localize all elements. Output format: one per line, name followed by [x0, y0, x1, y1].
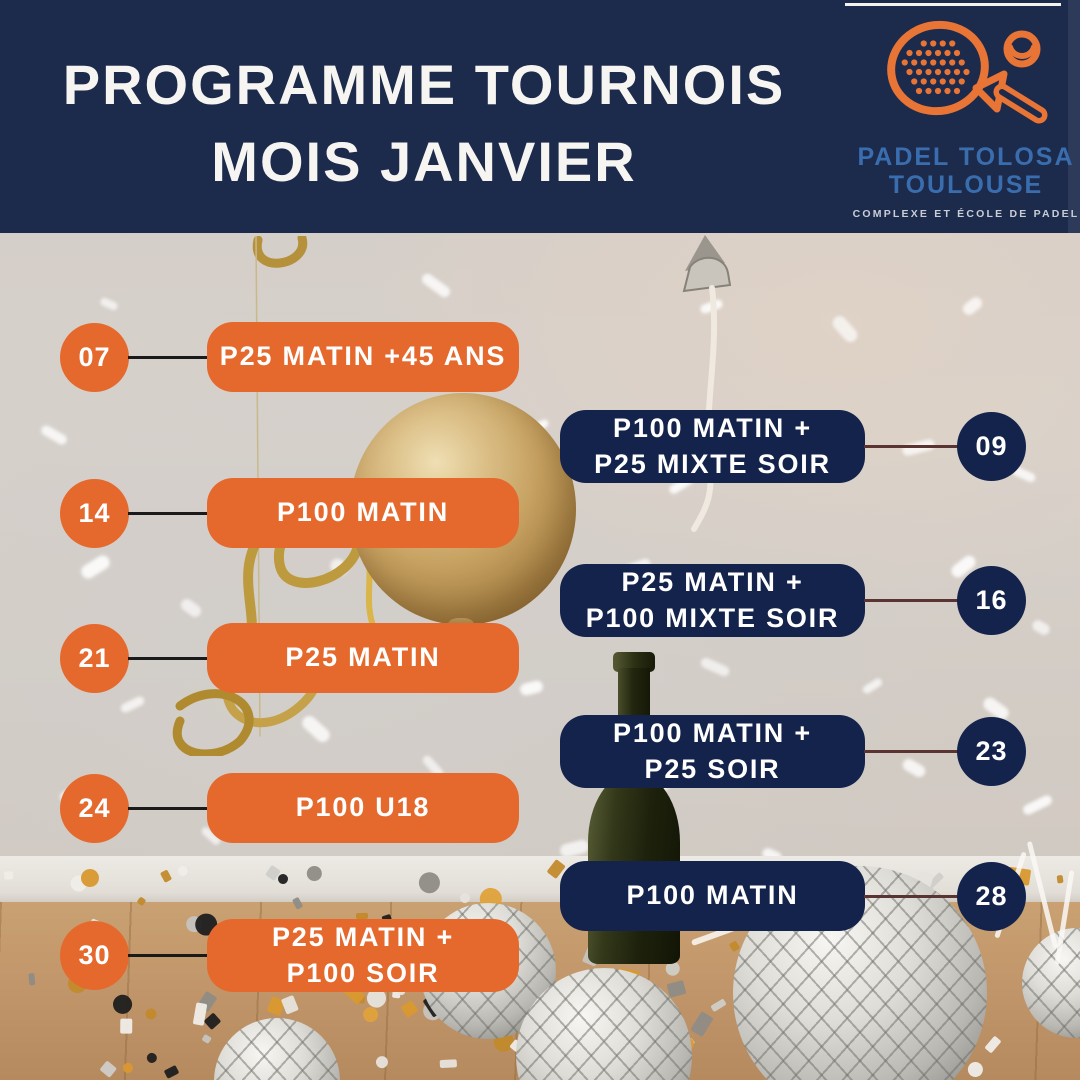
padel-racket-and-ball-icon [887, 20, 1048, 124]
connector-line [128, 954, 208, 957]
date-text: 09 [975, 431, 1008, 461]
event-pill: P100 MATIN [207, 478, 519, 548]
timeline-row-23: P100 MATIN + P25 SOIR 23 [0, 715, 1080, 788]
event-line-1: P25 MATIN [285, 642, 441, 673]
event-pill: P100 MATIN + P25 SOIR [560, 715, 865, 788]
event-pill: P100 U18 [207, 773, 519, 843]
date-badge: 24 [60, 773, 129, 843]
event-line-1: P100 MATIN + [613, 412, 812, 443]
event-pill: P25 MATIN + P100 SOIR [207, 919, 519, 992]
event-pill: P100 MATIN [560, 861, 865, 931]
date-badge: 09 [957, 412, 1026, 481]
timeline-row-21: 21 P25 MATIN [0, 623, 1080, 693]
date-text: 21 [78, 642, 111, 673]
date-text: 28 [975, 880, 1008, 911]
decorative-edge-highlight [1068, 0, 1080, 233]
date-badge: 07 [60, 322, 129, 392]
page-title: PROGRAMME TOURNOIS MOIS JANVIER [38, 46, 810, 201]
connector-line [128, 511, 208, 515]
title-line-1: PROGRAMME TOURNOIS [62, 53, 786, 116]
event-line-2: P100 SOIR [286, 957, 440, 988]
confetti-piece [439, 1059, 457, 1068]
connector-line [864, 445, 958, 448]
date-badge: 28 [957, 861, 1026, 931]
event-pill: P100 MATIN + P25 MIXTE SOIR [560, 410, 865, 483]
date-text: 14 [78, 497, 111, 528]
timeline-row-16: P25 MATIN + P100 MIXTE SOIR 16 [0, 564, 1080, 637]
connector-line [128, 355, 208, 359]
date-text: 30 [78, 940, 111, 970]
date-text: 24 [78, 792, 111, 823]
timeline-row-07: 07 P25 MATIN +45 ANS [0, 322, 1080, 392]
connector-line [864, 599, 958, 602]
logo-tagline: COMPLEXE ET ÉCOLE DE PADEL [852, 208, 1080, 220]
connector-line [128, 656, 208, 660]
event-line-2: P100 MIXTE SOIR [585, 602, 840, 633]
timeline-row-24: 24 P100 U18 [0, 773, 1080, 843]
event-line-1: P25 MATIN + [621, 566, 804, 597]
connector-line [864, 750, 958, 753]
logo-name-line-2: TOULOUSE [888, 171, 1044, 199]
date-badge: 23 [957, 717, 1026, 786]
date-badge: 21 [60, 623, 129, 693]
date-badge: 16 [957, 566, 1026, 635]
timeline-row-09: P100 MATIN + P25 MIXTE SOIR 09 [0, 410, 1080, 483]
connector-line [128, 806, 208, 810]
header-banner: PROGRAMME TOURNOIS MOIS JANVIER PADEL TO… [0, 0, 1080, 233]
bottle-lip [613, 652, 655, 672]
connector-line [864, 894, 958, 898]
date-text: 07 [78, 341, 111, 372]
confetti-piece [120, 1018, 133, 1034]
event-line-1: P100 MATIN + [613, 717, 812, 748]
timeline-row-30: 30 P25 MATIN + P100 SOIR [0, 919, 1080, 992]
date-text: 23 [975, 736, 1008, 766]
event-line-1: P100 MATIN [626, 880, 799, 911]
event-line-2: P25 MIXTE SOIR [594, 448, 831, 479]
title-line-2: MOIS JANVIER [211, 130, 637, 194]
timeline-row-14: 14 P100 MATIN [0, 478, 1080, 548]
event-line-1: P100 MATIN [276, 497, 450, 528]
event-line-1: P100 U18 [295, 792, 431, 823]
timeline-row-28: P100 MATIN 28 [0, 861, 1080, 931]
club-logo: PADEL TOLOSA TOULOUSE COMPLEXE ET ÉCOLE … [852, 14, 1080, 226]
decorative-top-line [845, 3, 1061, 6]
event-pill: P25 MATIN [207, 623, 519, 693]
date-badge: 14 [60, 478, 129, 548]
date-badge: 30 [60, 921, 129, 990]
event-line-1: P25 MATIN +45 ANS [219, 341, 507, 372]
logo-name-line-1: PADEL TOLOSA [857, 143, 1075, 171]
date-text: 16 [975, 585, 1008, 615]
event-line-2: P25 SOIR [644, 753, 781, 784]
event-pill: P25 MATIN +45 ANS [207, 322, 519, 392]
event-line-1: P25 MATIN + [271, 921, 455, 952]
event-pill: P25 MATIN + P100 MIXTE SOIR [560, 564, 865, 637]
